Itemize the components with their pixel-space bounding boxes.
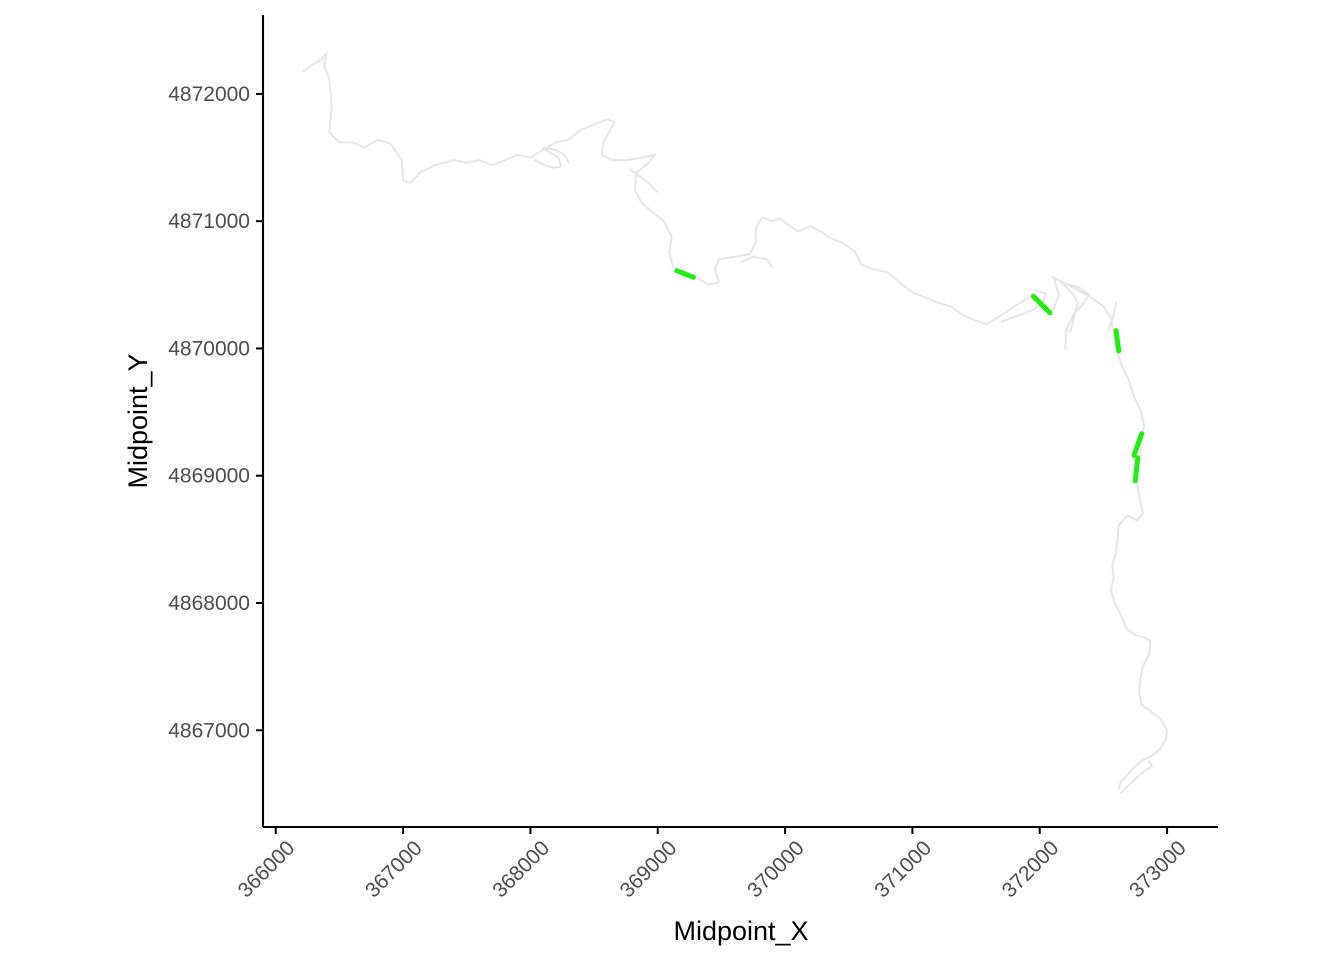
river-outline	[628, 168, 658, 193]
y-axis-title: Midpoint_Y	[123, 353, 153, 488]
highlighted-segment	[1132, 455, 1141, 484]
series-layer	[302, 52, 1169, 794]
x-tick-label: 373000	[1125, 836, 1191, 902]
y-tick-label: 4867000	[168, 719, 250, 742]
y-ticks: 4867000 4868000 4869000 4870000 4871000 48720…	[168, 83, 263, 742]
river-outline	[1059, 280, 1079, 333]
x-tick-label: 372000	[998, 836, 1064, 902]
river-outline	[1051, 276, 1091, 350]
river-outline	[302, 52, 1169, 790]
highlighted-segment	[1113, 328, 1122, 354]
x-axis-title: Midpoint_X	[673, 916, 808, 946]
y-tick-label: 4868000	[168, 592, 250, 615]
river-outline	[1120, 759, 1153, 794]
y-tick-label: 4869000	[168, 465, 250, 488]
x-tick-label: 366000	[234, 836, 300, 902]
river-outline	[1107, 301, 1118, 331]
x-tick-label: 367000	[361, 836, 427, 902]
highlighted-segment	[1131, 431, 1145, 458]
x-tick-label: 368000	[488, 836, 554, 902]
y-tick-label: 4871000	[168, 210, 250, 233]
y-tick-label: 4870000	[168, 337, 250, 360]
river-outline	[1000, 288, 1048, 323]
x-ticks: 366000 367000 368000 369000 370000 371000 3720…	[234, 827, 1191, 902]
highlighted-segment	[674, 268, 696, 280]
river-outline	[739, 255, 774, 268]
highlighted-segment	[1030, 293, 1053, 316]
x-tick-label: 370000	[743, 836, 809, 902]
river-outline	[534, 146, 570, 169]
x-tick-label: 371000	[870, 836, 936, 902]
y-tick-label: 4872000	[168, 83, 250, 106]
x-tick-label: 369000	[616, 836, 682, 902]
